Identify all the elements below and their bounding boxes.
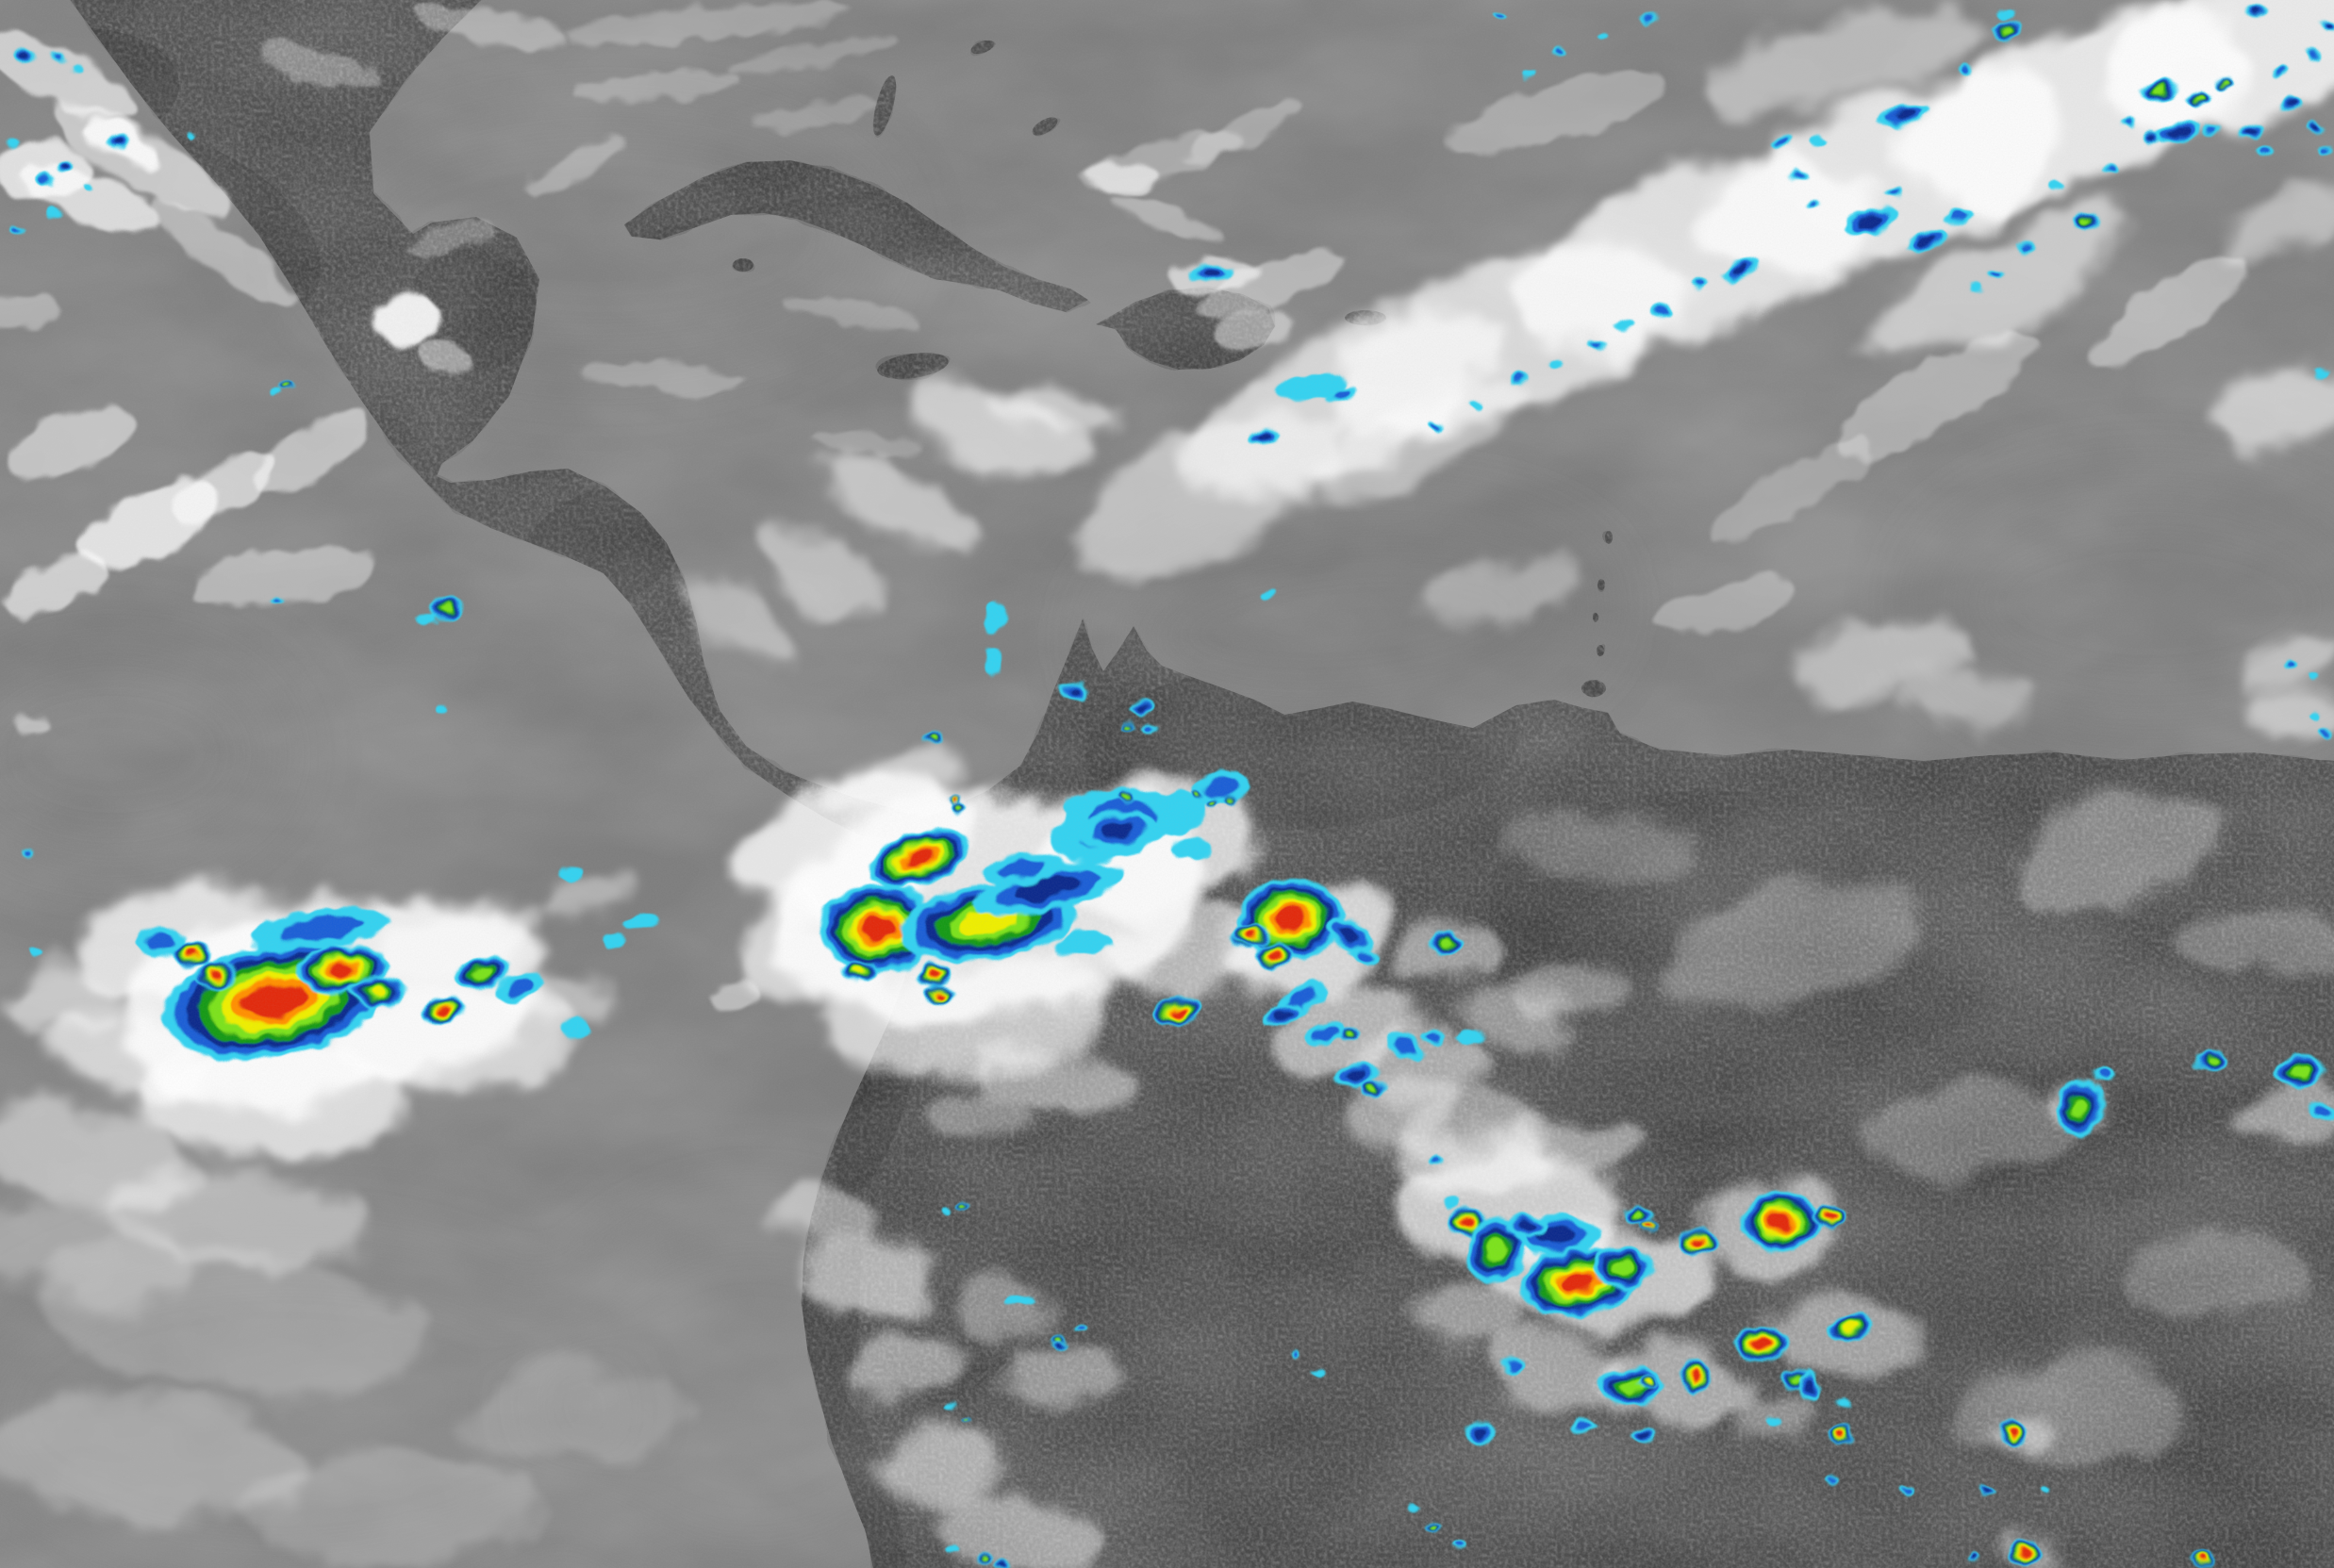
sensor-grain-layer xyxy=(0,0,2334,1568)
satellite-image xyxy=(0,0,2334,1568)
grain-texture xyxy=(0,0,2334,1568)
satellite-image-viewport: Color-enhanced infrared weather satellit… xyxy=(0,0,2334,1568)
